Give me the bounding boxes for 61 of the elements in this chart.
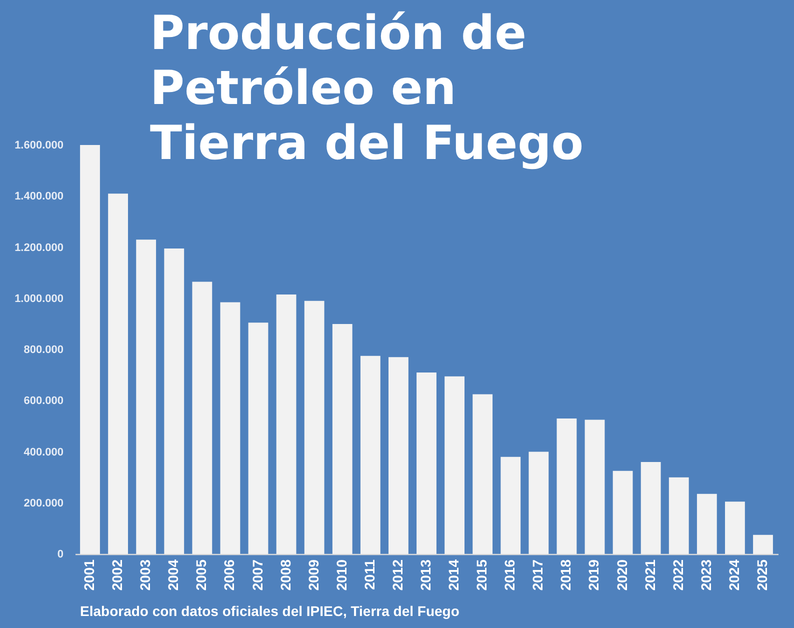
y-tick-label: 1.200.000 [14,242,64,254]
bar [753,534,773,554]
y-tick-label: 0 [57,548,64,560]
x-tick-label: 2023 [698,559,714,591]
bar [248,322,268,554]
x-tick-label: 2001 [81,559,97,591]
bar [332,324,352,554]
bar [556,418,577,554]
x-tick-label: 2022 [670,559,686,591]
bar [472,394,493,554]
bar [668,477,689,554]
x-tick-label: 2005 [193,559,210,591]
x-tick-label: 2012 [389,559,406,591]
x-tick-label: 2020 [614,559,630,591]
bar [164,248,184,554]
x-tick-label: 2018 [558,559,574,591]
y-tick-label: 1.600.000 [14,140,64,152]
x-tick-label: 2024 [726,559,742,591]
x-tick-label: 2019 [586,559,602,591]
bar [220,302,240,554]
x-tick-label: 2025 [754,559,770,591]
bar [108,194,128,554]
bar [192,282,212,554]
x-tick-label: 2007 [249,559,266,591]
bar [725,502,745,554]
bar [276,294,296,554]
bar [360,356,380,554]
x-tick-label: 2002 [109,559,126,591]
y-tick-label: 400.000 [24,446,64,458]
y-tick-label: 800.000 [24,344,64,356]
x-tick-label: 2004 [165,559,182,591]
y-tick-label: 1.400.000 [14,190,64,203]
text: Elaborado con datos oficiales del IPIEC, Tierra del Fuego [80,603,460,619]
bar [696,494,717,554]
x-tick-label: 2008 [277,559,294,591]
x-tick-label: 2013 [418,559,434,591]
chart-title: Producción de Petróleo en Tierra del Fuego [150,6,584,171]
x-tick-label: 2015 [474,559,490,591]
x-tick-label: 2021 [642,559,658,591]
bar [304,300,324,554]
bar [528,452,549,554]
x-tick-label: 2009 [305,559,322,591]
x-tick-label: 2006 [221,559,238,591]
bar [640,462,661,554]
x-tick-label: 2010 [333,559,350,591]
x-tick-label: 2016 [502,559,518,591]
y-tick-label: 600.000 [24,395,64,408]
bar [500,456,521,554]
y-tick-label: 1.000.000 [14,292,64,305]
bar [444,376,464,554]
bar [416,372,436,554]
bar [136,240,156,554]
bar [80,145,100,554]
bar [584,420,605,554]
bar [388,357,408,554]
bar [612,470,633,554]
x-tick-label: 2017 [530,559,546,591]
y-tick-label: 200.000 [24,497,64,510]
x-tick-label: 2003 [137,559,154,591]
x-tick-label: 2014 [446,559,462,591]
x-tick-label: 2011 [361,559,378,590]
